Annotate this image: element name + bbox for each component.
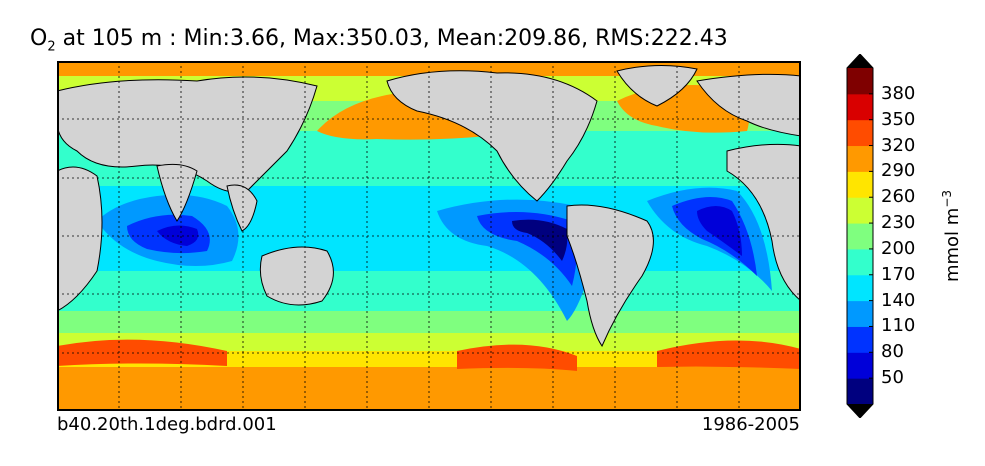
land-north-america [386, 70, 598, 202]
colorbar-tick-label: 80 [881, 341, 904, 363]
omz-east-atlantic-deep [697, 206, 742, 256]
colorbar-tick-label: 290 [881, 160, 916, 182]
map-grid [57, 61, 801, 411]
title-prefix: O [30, 26, 48, 51]
land-europe [696, 73, 801, 137]
land-southeast-asia [226, 184, 258, 232]
colorbar-segment [847, 326, 873, 353]
colorbar-tick-label: 380 [881, 82, 916, 104]
colorbar-segment [847, 93, 873, 121]
omz-east-atlantic-core [672, 197, 757, 276]
period-label: 1986-2005 [701, 414, 800, 435]
southern-red-patch-2 [457, 344, 577, 371]
colorbar-tick-label: 320 [881, 134, 916, 156]
colorbar-tick-label: 230 [881, 212, 916, 234]
title-main: at 105 m : Min:3.66, Max:350.03, Mean:20… [55, 26, 728, 51]
southern-red-patch-3 [657, 340, 801, 369]
colorbar-tick-label: 170 [881, 263, 916, 285]
colorbar-segment [847, 223, 873, 250]
colorbar-over-triangle [847, 54, 873, 68]
colorbar-segment [847, 352, 873, 379]
land-india [156, 163, 198, 222]
colorbar-tick-label: 50 [881, 367, 904, 389]
land-south-america [566, 204, 654, 348]
map-canvas [57, 61, 801, 411]
colorbar-segment [847, 119, 873, 147]
unit-exponent: −3 [940, 189, 954, 208]
colorbar-tick-label: 110 [881, 315, 916, 337]
colorbar-under-triangle [847, 404, 873, 418]
colorbar-segment [847, 197, 873, 224]
colorbar-tick-label: 260 [881, 186, 916, 208]
map-title: O2 at 105 m : Min:3.66, Max:350.03, Mean… [30, 26, 728, 54]
land-greenland [616, 64, 698, 107]
colorbar-segment [847, 68, 873, 95]
colorbar-segment [847, 300, 873, 327]
case-name-label: b40.20th.1deg.bdrd.001 [57, 414, 277, 435]
land-asia [57, 76, 318, 193]
colorbar-frame [846, 54, 874, 418]
oxygen-map [57, 61, 801, 411]
land-australia [259, 246, 334, 306]
title-subscript: 2 [47, 39, 56, 55]
colorbar-segment [847, 248, 873, 276]
colorbar-tick-label: 350 [881, 108, 916, 130]
colorbar-tick-label: 140 [881, 289, 916, 311]
land-africa [57, 166, 103, 312]
land-west-africa [726, 143, 801, 302]
colorbar-segment [847, 171, 873, 198]
colorbar-segment [847, 274, 873, 302]
band-southern-deep [57, 367, 801, 411]
colorbar-tick-label: 200 [881, 237, 916, 259]
unit-prefix: mmol m [942, 207, 963, 283]
colorbar [846, 54, 874, 418]
colorbar-segment [847, 378, 873, 405]
map-frame [57, 61, 801, 411]
colorbar-unit-label: mmol m−3 [940, 190, 963, 282]
omz-east-pacific-deep [512, 219, 568, 261]
colorbar-segment [847, 145, 873, 172]
